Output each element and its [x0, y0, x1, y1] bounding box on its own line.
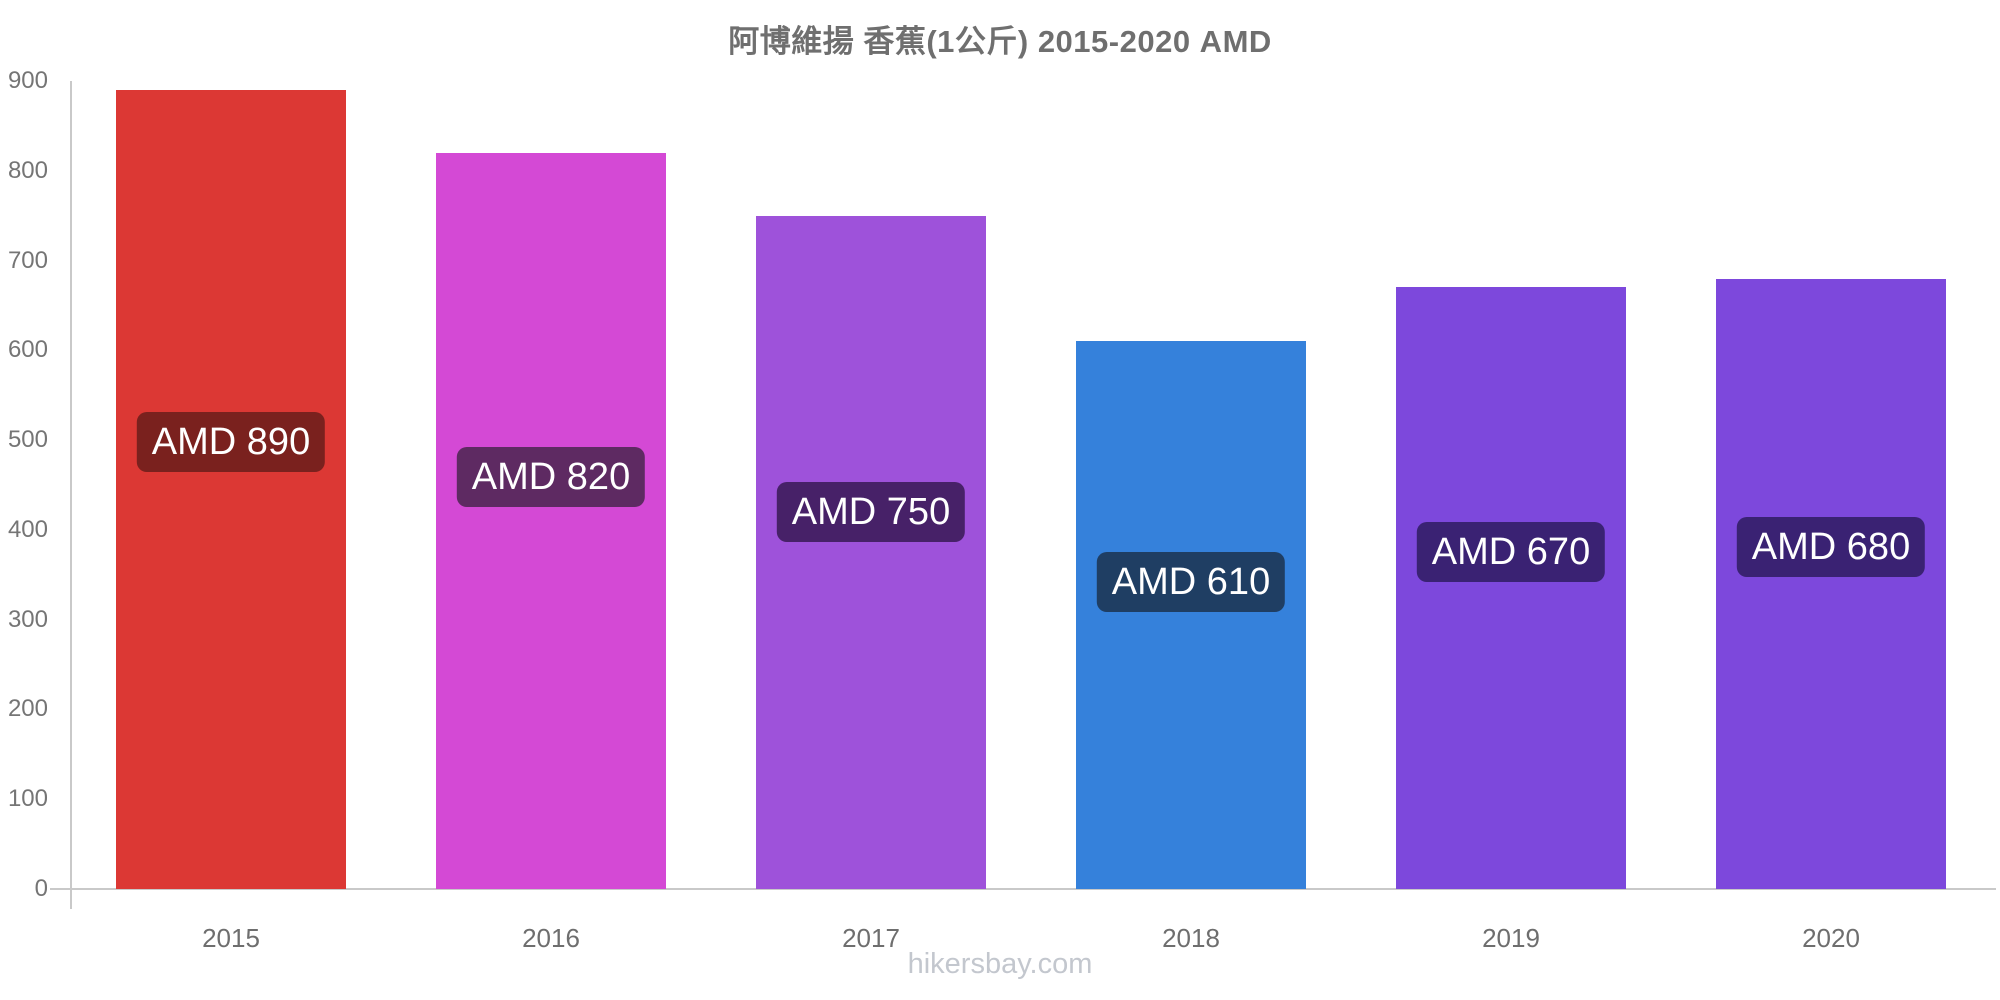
x-axis-label-2017: 2017	[842, 923, 900, 953]
watermark: hikersbay.com	[907, 948, 1093, 980]
y-axis-label-500: 500	[7, 426, 48, 454]
bar-2017[interactable]: AMD 750	[756, 216, 986, 889]
value-badge-2015: AMD 890	[136, 411, 326, 472]
y-axis-label-200: 200	[7, 695, 48, 723]
bar-2018[interactable]: AMD 610	[1076, 341, 1306, 889]
y-axis-label-700: 700	[7, 246, 48, 274]
x-axis-line	[50, 888, 1996, 890]
y-axis-label-400: 400	[7, 515, 48, 543]
x-axis-label-2015: 2015	[202, 923, 260, 953]
value-badge-2019: AMD 670	[1416, 521, 1606, 582]
value-badge-2020: AMD 680	[1736, 517, 1926, 578]
value-badge-2017: AMD 750	[776, 482, 966, 543]
bar-2019[interactable]: AMD 670	[1396, 287, 1626, 889]
x-axis-label-2020: 2020	[1802, 923, 1860, 953]
x-axis-label-2018: 2018	[1162, 923, 1220, 953]
y-axis-label-0: 0	[34, 875, 48, 902]
bar-2020[interactable]: AMD 680	[1716, 279, 1946, 889]
x-axis-label-2016: 2016	[522, 923, 580, 953]
y-axis-label-800: 800	[7, 156, 48, 184]
bar-2015[interactable]: AMD 890	[116, 90, 346, 889]
y-axis-label-100: 100	[7, 785, 48, 813]
y-axis-label-900: 900	[7, 67, 48, 94]
y-axis-label-600: 600	[7, 336, 48, 364]
bar-2016[interactable]: AMD 820	[436, 153, 666, 889]
y-axis-line	[70, 81, 72, 909]
y-axis-label-300: 300	[7, 605, 48, 633]
x-axis-label-2019: 2019	[1482, 923, 1540, 953]
value-badge-2018: AMD 610	[1096, 552, 1286, 613]
chart-title: 阿博維揚 香蕉(1公斤) 2015-2020 AMD	[728, 24, 1272, 59]
value-badge-2016: AMD 820	[456, 446, 646, 507]
